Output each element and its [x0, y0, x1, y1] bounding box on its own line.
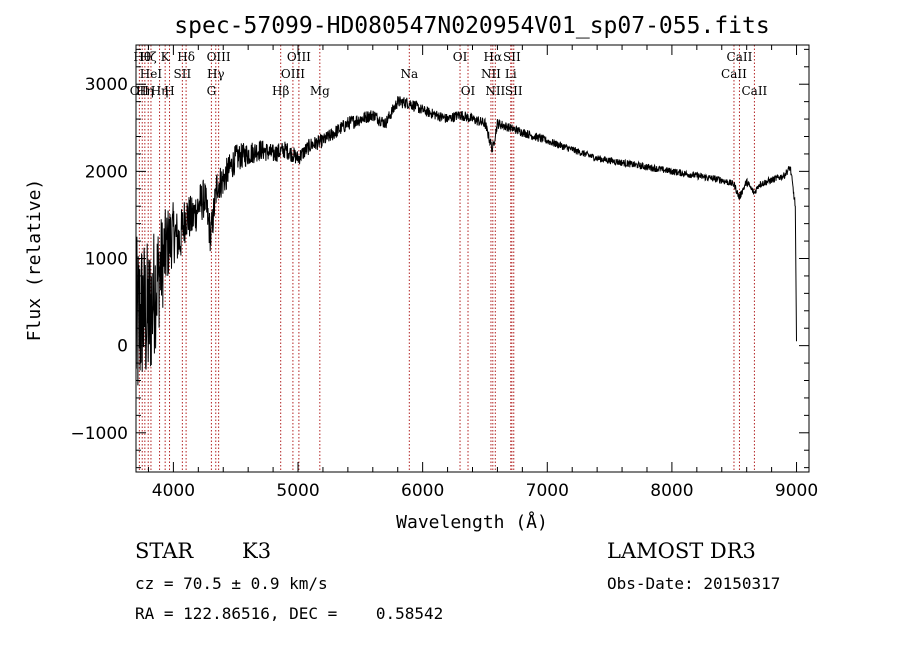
- line-label-1: Hθ: [133, 50, 151, 64]
- plot-frame: [135, 44, 810, 473]
- line-label-23: Li: [505, 67, 517, 81]
- x-tick-label-1: 5000: [276, 481, 319, 501]
- spectrum-line: [135, 96, 797, 386]
- x-tick-label-3: 7000: [526, 481, 569, 501]
- x-tick-label-2: 6000: [401, 481, 444, 501]
- line-label-22: NII: [485, 84, 505, 98]
- obs-date: Obs-Date: 20150317: [607, 574, 780, 593]
- line-label-25: SII: [505, 84, 523, 98]
- object-subclass: K3: [242, 539, 271, 563]
- line-label-0: OII: [130, 84, 150, 98]
- survey-name: LAMOST DR3: [607, 539, 756, 563]
- line-label-16: Mg: [310, 84, 330, 98]
- spectral-line-labels: OIIHθHηHζHeIHηKHSIIHδGHγOIIIHβOIIIOIIIMg…: [130, 50, 768, 98]
- line-label-18: OI: [453, 50, 468, 64]
- x-tick-label-4: 8000: [650, 481, 693, 501]
- x-axis-label: Wavelength (Å): [396, 511, 548, 533]
- object-class: STAR: [135, 539, 194, 563]
- coordinates: RA = 122.86516, DEC = 0.58542: [135, 604, 443, 623]
- line-label-11: Hγ: [207, 67, 225, 81]
- line-label-13: Hβ: [272, 84, 289, 98]
- spectrum-series: [135, 96, 797, 386]
- y-tick-label-3: 2000: [85, 162, 128, 182]
- line-label-28: CaII: [741, 84, 767, 98]
- line-label-26: CaII: [721, 67, 747, 81]
- line-label-17: Na: [400, 67, 418, 81]
- line-label-14: OIII: [281, 67, 305, 81]
- redshift-cz: cz = 70.5 ± 0.9 km/s: [135, 574, 328, 593]
- line-label-15: OIII: [287, 50, 311, 64]
- y-axis-ticks: −1000 0 1000 2000 3000: [70, 48, 809, 469]
- line-label-2: Hη: [136, 84, 154, 98]
- line-label-7: H: [164, 84, 174, 98]
- line-label-27: CaII: [727, 50, 753, 64]
- y-tick-label-1: 0: [117, 337, 128, 357]
- line-label-5: Hη: [151, 84, 169, 98]
- line-label-6: K: [161, 50, 171, 64]
- y-tick-label-0: −1000: [70, 424, 128, 444]
- x-tick-label-0: 4000: [152, 481, 195, 501]
- y-tick-label-2: 1000: [85, 250, 128, 270]
- y-tick-label-4: 3000: [85, 75, 128, 95]
- chart-title: spec-57099-HD080547N020954V01_sp07-055.f…: [174, 13, 769, 39]
- y-axis-label: Flux (relative): [24, 179, 45, 342]
- line-label-4: HeI: [140, 67, 163, 81]
- line-label-12: OIII: [207, 50, 231, 64]
- line-label-19: OI: [461, 84, 476, 98]
- line-label-20: NII: [481, 67, 501, 81]
- x-tick-label-5: 9000: [775, 481, 818, 501]
- line-label-8: SII: [174, 67, 192, 81]
- line-label-24: SII: [503, 50, 521, 64]
- spectral-line-markers: [138, 45, 755, 472]
- x-axis-ticks: 4000 5000 6000 7000 8000 9000: [147, 45, 818, 501]
- axes: [135, 44, 810, 473]
- line-label-9: Hδ: [177, 50, 195, 64]
- line-label-3: Hζ: [140, 50, 157, 64]
- line-label-21: Hα: [484, 50, 503, 64]
- line-label-10: G: [207, 84, 217, 98]
